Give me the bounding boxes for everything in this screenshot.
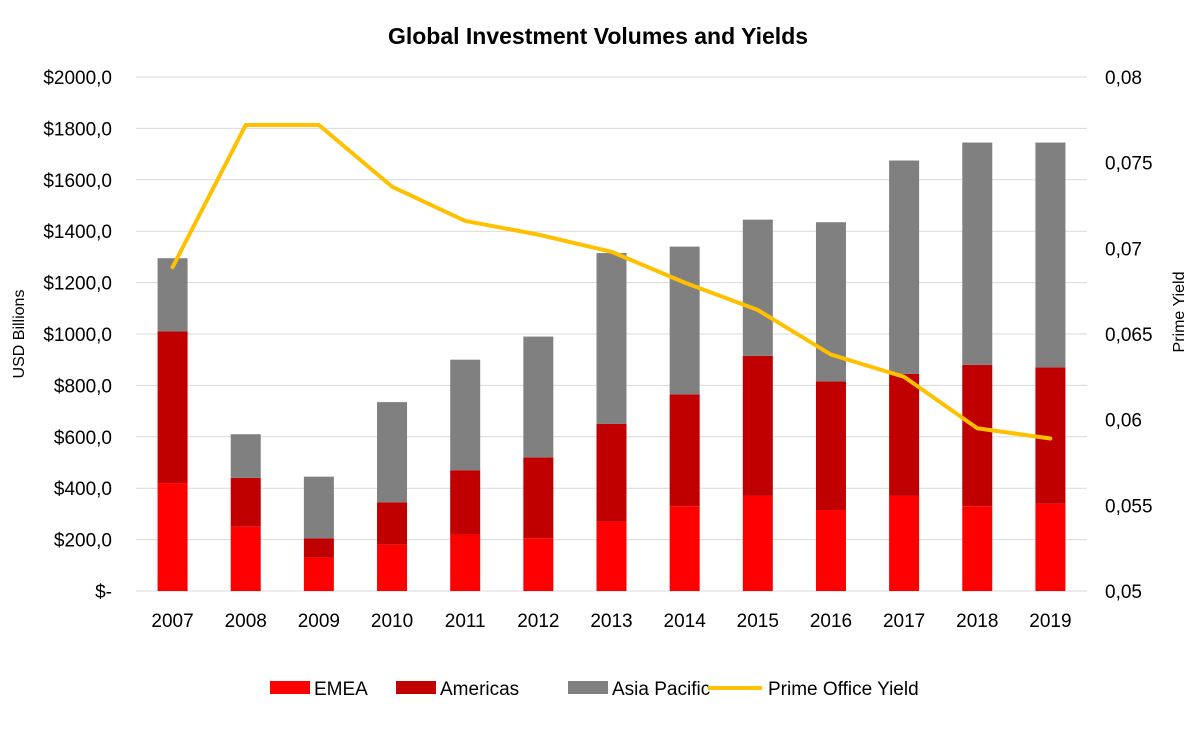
bar-emea-2018 (962, 506, 993, 591)
x-tick-label: 2015 (737, 611, 779, 632)
y-axis-left: $- $200,0 $400,0 $600,0 $800,0 $1000,0 $1200,0… (43, 68, 112, 603)
x-tick-label: 2011 (445, 611, 486, 632)
bars (157, 142, 1066, 591)
bar-americas-2017 (889, 373, 920, 496)
y-right-tick-label: 0,05 (1105, 582, 1142, 603)
y-right-tick-label: 0,08 (1105, 68, 1142, 89)
y-left-tick-label: $600,0 (54, 428, 112, 449)
x-axis: 2007 2008 2009 2010 2011 2012 2013 2014 2015 2016… (151, 611, 1071, 632)
bar-asia-pacific-2008 (230, 434, 261, 478)
y-left-tick-label: $1800,0 (43, 119, 112, 140)
y-left-tick-label: $2000,0 (43, 68, 112, 89)
bar-asia-pacific-2011 (450, 359, 481, 471)
bar-emea-2015 (742, 495, 773, 591)
bar-asia-pacific-2018 (962, 142, 993, 365)
yield-line-layer (170, 122, 1053, 441)
y-right-tick-label: 0,065 (1105, 325, 1153, 346)
legend-label-americas: Americas (440, 679, 519, 700)
bar-emea-2007 (157, 483, 188, 591)
bar-asia-pacific-2012 (523, 336, 554, 458)
chart-title: Global Investment Volumes and Yields (388, 23, 808, 49)
y-right-tick-label: 0,06 (1105, 411, 1142, 432)
x-tick-label: 2008 (225, 611, 267, 632)
x-tick-label: 2019 (1029, 611, 1071, 632)
legend-label-emea: EMEA (314, 679, 368, 700)
bar-americas-2013 (596, 423, 627, 522)
y-axis-right-title: Prime Yield (1171, 272, 1188, 353)
y-left-tick-label: $- (95, 582, 112, 603)
legend-label-prime-office-yield: Prime Office Yield (768, 679, 919, 700)
x-tick-label: 2013 (590, 611, 632, 632)
bar-emea-2011 (450, 534, 481, 591)
bar-asia-pacific-2015 (742, 219, 773, 356)
y-left-tick-label: $400,0 (54, 479, 112, 500)
x-tick-label: 2014 (664, 611, 707, 632)
y-left-tick-label: $1200,0 (43, 274, 112, 295)
legend-label-asia-pacific: Asia Pacific (612, 679, 710, 700)
bar-emea-2014 (669, 506, 700, 591)
bar-asia-pacific-2009 (303, 476, 334, 539)
x-tick-label: 2018 (956, 611, 998, 632)
x-tick-label: 2012 (517, 611, 559, 632)
legend-swatch-americas (396, 681, 436, 694)
y-left-tick-label: $200,0 (54, 531, 112, 552)
bar-emea-2012 (523, 538, 554, 591)
y-right-tick-label: 0,07 (1105, 239, 1142, 260)
y-left-tick-label: $1400,0 (43, 222, 112, 243)
y-axis-left-title: USD Billions (11, 290, 28, 379)
bar-emea-2010 (377, 544, 408, 591)
bar-americas-2012 (523, 457, 554, 539)
bar-asia-pacific-2007 (157, 258, 188, 332)
y-axis-right: 0,05 0,055 0,06 0,065 0,07 0,075 0,08 (1105, 68, 1153, 603)
bar-asia-pacific-2014 (669, 246, 700, 395)
bar-americas-2018 (962, 364, 993, 507)
bar-asia-pacific-2010 (377, 402, 408, 503)
y-left-tick-label: $1600,0 (43, 171, 112, 192)
x-tick-label: 2010 (371, 611, 413, 632)
bar-americas-2007 (157, 331, 188, 484)
bar-asia-pacific-2017 (889, 160, 920, 374)
bar-emea-2008 (230, 526, 261, 591)
bar-asia-pacific-2013 (596, 253, 627, 424)
bar-americas-2010 (377, 502, 408, 545)
legend-swatch-emea (270, 681, 310, 694)
bar-americas-2014 (669, 394, 700, 507)
x-tick-label: 2017 (883, 611, 925, 632)
y-left-tick-label: $1000,0 (43, 325, 112, 346)
bar-americas-2011 (450, 470, 481, 535)
bar-emea-2017 (889, 495, 920, 591)
bar-emea-2019 (1035, 503, 1066, 591)
y-right-tick-label: 0,055 (1105, 496, 1153, 517)
x-tick-label: 2007 (151, 611, 193, 632)
x-tick-label: 2016 (810, 611, 852, 632)
x-tick-label: 2009 (298, 611, 340, 632)
y-right-tick-label: 0,075 (1105, 154, 1153, 175)
bar-emea-2009 (303, 557, 334, 591)
bar-americas-2015 (742, 355, 773, 496)
bar-emea-2013 (596, 521, 627, 591)
yield-line (170, 122, 1053, 441)
bar-americas-2008 (230, 477, 261, 527)
bar-americas-2009 (303, 538, 334, 558)
legend: EMEA Americas Asia Pacific Prime Office Yie… (270, 679, 919, 700)
bar-americas-2016 (815, 381, 846, 511)
bar-asia-pacific-2019 (1035, 142, 1066, 368)
bar-emea-2016 (815, 510, 846, 591)
legend-swatch-asia-pacific (568, 681, 608, 694)
y-left-tick-label: $800,0 (54, 376, 112, 397)
